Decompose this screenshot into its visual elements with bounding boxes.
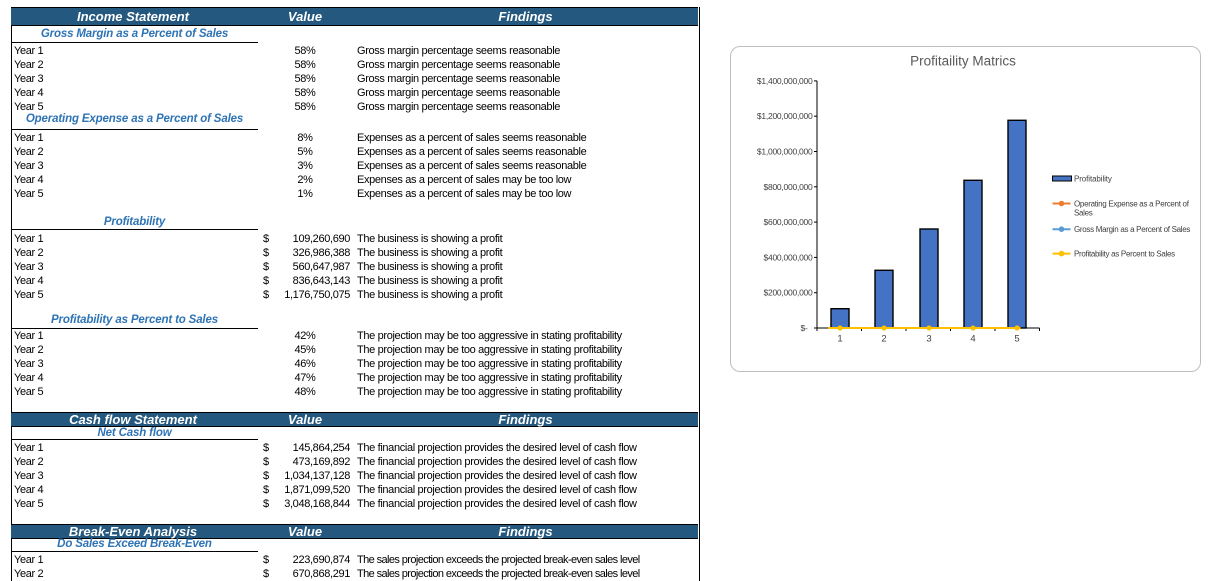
svg-text:5: 5 — [1014, 333, 1019, 344]
svg-text:$600,000,000: $600,000,000 — [764, 217, 814, 227]
svg-text:$400,000,000: $400,000,000 — [764, 252, 814, 262]
svg-text:$200,000,000: $200,000,000 — [764, 287, 814, 297]
svg-text:Sales: Sales — [1074, 208, 1093, 217]
svg-text:Profitability: Profitability — [1074, 174, 1112, 183]
svg-text:1: 1 — [837, 333, 842, 344]
svg-text:Operating Expense as a Percent: Operating Expense as a Percent of — [1074, 199, 1190, 208]
svg-text:$800,000,000: $800,000,000 — [764, 181, 814, 191]
svg-text:$1,400,000,000: $1,400,000,000 — [757, 75, 813, 85]
svg-text:3: 3 — [926, 333, 931, 344]
svg-text:Profitability as Percent to Sa: Profitability as Percent to Sales — [1074, 249, 1175, 258]
svg-text:2: 2 — [881, 333, 886, 344]
svg-text:$-: $- — [800, 323, 807, 333]
svg-text:$1,000,000,000: $1,000,000,000 — [757, 146, 813, 156]
svg-text:$1,200,000,000: $1,200,000,000 — [757, 111, 813, 121]
svg-text:Gross Margin as a Percent of S: Gross Margin as a Percent of Sales — [1074, 225, 1190, 234]
svg-text:Profitaility Matrics: Profitaility Matrics — [910, 53, 1016, 68]
svg-text:4: 4 — [970, 333, 975, 344]
